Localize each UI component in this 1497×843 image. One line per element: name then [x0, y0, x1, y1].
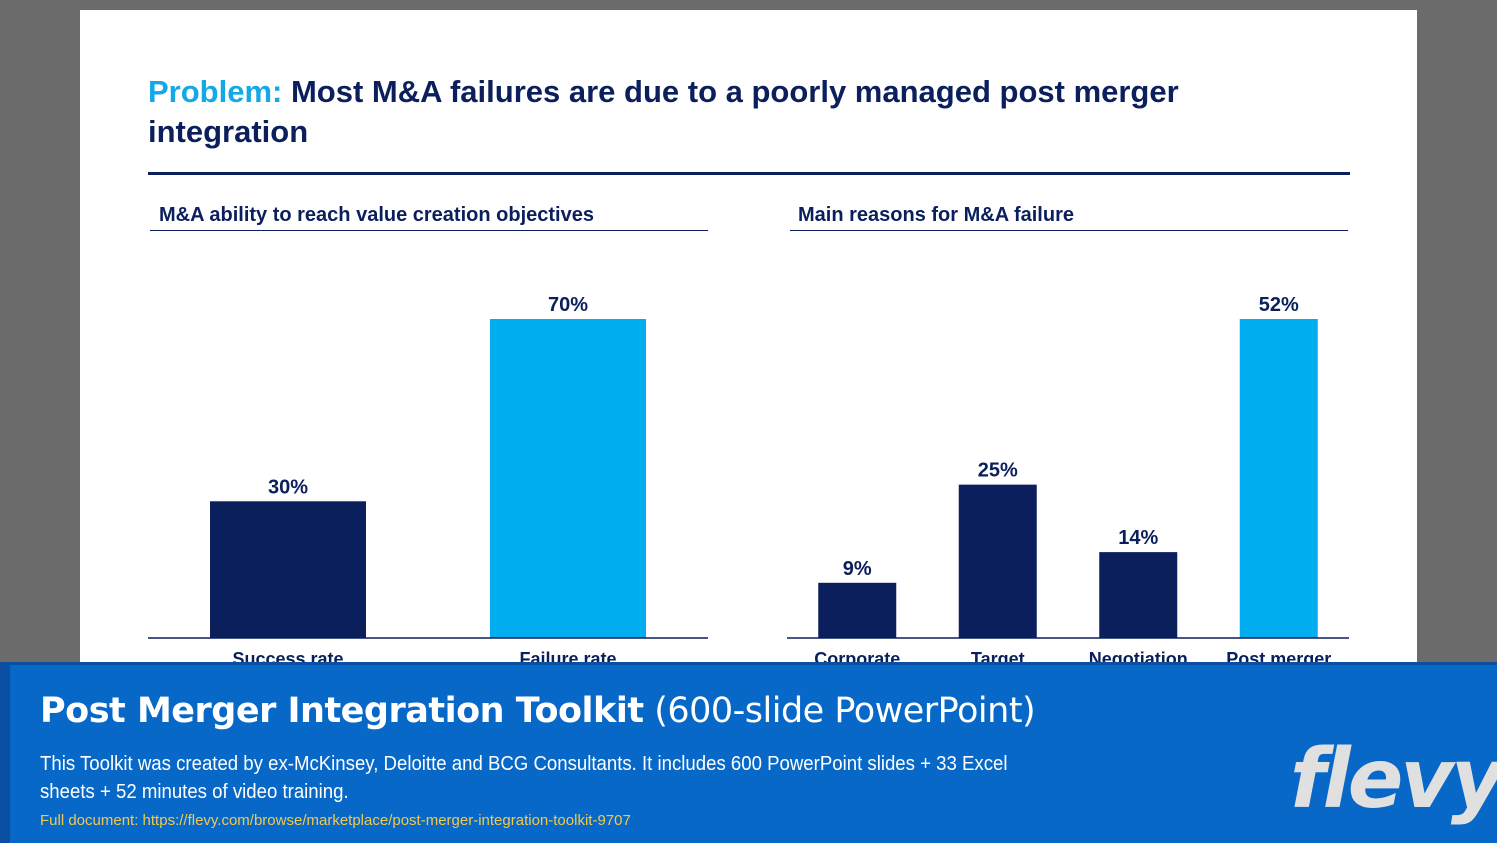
chart-2-bar-3	[1239, 319, 1318, 638]
chart-2-data-label-2: 14%	[1118, 527, 1158, 549]
chart-1-data-label-0: 30%	[268, 476, 308, 498]
chart-2-data-label-0: 9%	[843, 558, 872, 580]
banner-description: This Toolkit was created by ex-McKinsey,…	[40, 753, 1008, 803]
chart-2-bar-0	[818, 582, 897, 638]
slide-title: Problem: Most M&A failures are due to a …	[148, 72, 1328, 152]
banner-title-bold: Post Merger Integration Toolkit	[40, 691, 644, 731]
chart-2-data-label-3: 52%	[1259, 294, 1299, 316]
promo-banner: Post Merger Integration Toolkit (600-sli…	[0, 662, 1497, 843]
document-link[interactable]: Full document: https://flevy.com/browse/…	[40, 812, 631, 829]
banner-title: Post Merger Integration Toolkit (600-sli…	[40, 691, 1036, 731]
title-label: Problem:	[148, 74, 283, 109]
slide: Problem: Most M&A failures are due to a …	[80, 10, 1417, 710]
chart-1-bar-1	[490, 319, 646, 638]
chart-2-bar-2	[1099, 552, 1178, 638]
flevy-logo[interactable]: flevy	[1290, 732, 1497, 827]
banner-title-rest: (600-slide PowerPoint)	[654, 691, 1036, 731]
chart-1-data-label-1: 70%	[548, 294, 588, 316]
title-divider	[148, 172, 1350, 175]
title-text: Most M&A failures are due to a poorly ma…	[148, 74, 1179, 149]
chart-1-title: M&A ability to reach value creation obje…	[150, 203, 708, 231]
banner-edge	[0, 665, 10, 843]
chart-2-title: Main reasons for M&A failure	[790, 203, 1348, 231]
chart-2-data-label-1: 25%	[978, 460, 1018, 482]
chart-1-bar-0	[210, 501, 366, 638]
chart-2-bar-1	[958, 484, 1037, 638]
